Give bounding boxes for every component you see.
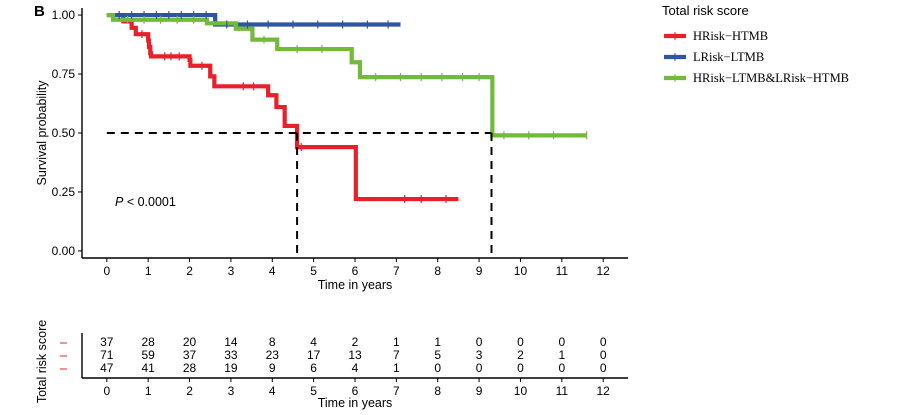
risk-count: 28 [183, 361, 197, 375]
risk-count: 0 [434, 361, 441, 375]
y-tick-label: 0.50 [52, 126, 76, 140]
x-tick-label: 11 [556, 264, 569, 278]
risk-count: 47 [100, 361, 114, 375]
y-tick-label: 0.25 [52, 185, 76, 199]
risk-count: 0 [476, 361, 483, 375]
risk-count: 0 [600, 348, 607, 362]
km-curve-1 [106, 12, 459, 202]
table-x-tick-label: 7 [393, 384, 400, 398]
risk-count: 1 [393, 361, 400, 375]
risk-count: 37 [183, 348, 197, 362]
table-x-tick-label: 12 [597, 384, 611, 398]
risk-count: 71 [100, 348, 114, 362]
x-tick-label: 1 [145, 264, 152, 278]
risk-count: 8 [269, 335, 276, 349]
risk-count: 37 [100, 335, 114, 349]
risk-count: 13 [348, 348, 362, 362]
risk-count: 0 [600, 335, 607, 349]
risk-count: 0 [600, 361, 607, 375]
x-tick-label: 12 [597, 264, 611, 278]
risk-count: 59 [142, 348, 156, 362]
table-x-tick-label: 9 [476, 384, 483, 398]
table-x-tick-label: 4 [269, 384, 276, 398]
y-tick-label: 1.00 [52, 8, 76, 22]
table-x-tick-label: 6 [352, 384, 359, 398]
legend-title: Total risk score [662, 3, 749, 18]
table-x-tick-label: 0 [103, 384, 110, 398]
risk-count: 1 [434, 335, 441, 349]
x-tick-label: 4 [269, 264, 276, 278]
risk-count: 23 [266, 348, 280, 362]
risk-count: 0 [476, 335, 483, 349]
x-tick-label: 0 [103, 264, 110, 278]
panel-label: B [34, 3, 45, 20]
legend-label-3: HRisk−LTMB&LRisk−HTMB [693, 71, 849, 85]
risk-count: 14 [224, 335, 238, 349]
x-tick-label: 2 [186, 264, 193, 278]
p-value-annotation: P < 0.0001 [115, 195, 176, 209]
y-tick-label: 0.00 [52, 244, 76, 258]
risk-count: 3 [476, 348, 483, 362]
table-x-tick-label: 2 [186, 384, 193, 398]
table-x-tick-label: 8 [434, 384, 441, 398]
risk-count: 28 [142, 335, 156, 349]
x-tick-label: 5 [310, 264, 317, 278]
km-curve-3 [106, 12, 587, 138]
legend-label-2: LRisk−LTMB [693, 50, 764, 64]
risk-count: 41 [142, 361, 156, 375]
risk-count: 2 [517, 348, 524, 362]
risk-count: 1 [558, 348, 565, 362]
risk-count: 4 [310, 335, 317, 349]
x-tick-label: 7 [393, 264, 400, 278]
legend-label-1: HRisk−HTMB [693, 29, 768, 43]
x-tick-label: 8 [434, 264, 441, 278]
table-y-axis-title: Total risk score [35, 320, 49, 403]
risk-count: 0 [517, 361, 524, 375]
x-tick-label: 10 [514, 264, 528, 278]
table-x-tick-label: 1 [145, 384, 152, 398]
x-tick-label: 6 [352, 264, 359, 278]
risk-count: 17 [307, 348, 321, 362]
table-x-tick-label: 11 [556, 384, 569, 398]
risk-count: 0 [558, 361, 565, 375]
risk-count: 20 [183, 335, 197, 349]
risk-count: 2 [352, 335, 359, 349]
risk-count: 7 [393, 348, 400, 362]
risk-count: 4 [352, 361, 359, 375]
risk-count: 19 [224, 361, 238, 375]
y-axis-title: Survival probability [35, 80, 49, 186]
table-x-tick-label: 5 [310, 384, 317, 398]
risk-count: 0 [558, 335, 565, 349]
table-x-axis-title: Time in years [318, 396, 393, 410]
risk-count: 5 [434, 348, 441, 362]
km-plot: 0.000.250.500.751.000 1 2 3 4 5 6 7 8 9 10 11 12Time… [35, 8, 628, 292]
risk-count: 33 [224, 348, 238, 362]
risk-count: 6 [310, 361, 317, 375]
risk-count: 1 [393, 335, 400, 349]
km-curve-2 [106, 12, 401, 27]
risk-count: 0 [517, 335, 524, 349]
y-tick-label: 0.75 [52, 67, 76, 81]
table-x-tick-label: 3 [228, 384, 235, 398]
table-x-tick-label: 10 [514, 384, 528, 398]
x-tick-label: 9 [476, 264, 483, 278]
x-tick-label: 3 [228, 264, 235, 278]
x-axis-title: Time in years [318, 278, 393, 292]
risk-count: 9 [269, 361, 276, 375]
legend: Total risk score HRisk−HTMB LRisk−LTMB HRis… [662, 3, 849, 85]
